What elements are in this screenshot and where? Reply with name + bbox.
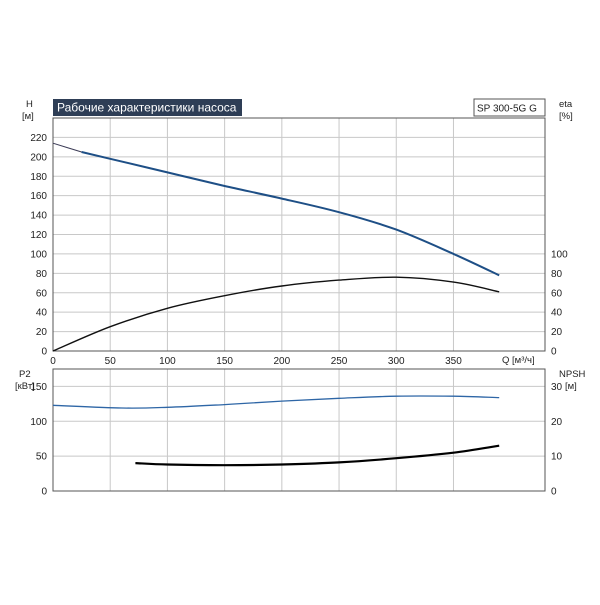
y-right-tick-label: 60 xyxy=(551,288,563,299)
y-left-tick-label: 20 xyxy=(36,327,48,338)
y-left-tick-label: 80 xyxy=(36,269,48,280)
x-tick-label: 250 xyxy=(331,356,348,367)
bottom-curves xyxy=(52,395,500,467)
y-left-tick-label: 100 xyxy=(30,249,47,260)
x-tick-label: 0 xyxy=(50,356,56,367)
y-left-tick-label: 160 xyxy=(30,191,47,202)
npsh-label-line1: NPSH xyxy=(559,369,586,380)
npsh-tick-label: 20 xyxy=(551,417,563,428)
head-curve xyxy=(81,151,500,277)
head-curve-extension xyxy=(52,142,82,153)
x-axis-label: Q [м³/ч] xyxy=(502,355,535,366)
y-right-label-line2: [%] xyxy=(559,111,573,122)
y-right-tick-label: 0 xyxy=(551,347,557,358)
top-curves xyxy=(52,142,500,352)
p2-tick-label: 0 xyxy=(41,487,47,498)
y-right-tick-label: 100 xyxy=(551,249,568,260)
chart-title: Рабочие характеристики насоса xyxy=(57,101,237,115)
x-tick-label: 350 xyxy=(445,356,462,367)
y-left-tick-label: 220 xyxy=(30,133,47,144)
x-tick-label: 100 xyxy=(159,356,176,367)
y-left-tick-label: 60 xyxy=(36,288,48,299)
bottom-plot-frame xyxy=(52,368,546,492)
title-background xyxy=(53,99,242,116)
npsh-tick-label: 30 xyxy=(551,382,563,393)
x-tick-label: 300 xyxy=(388,356,405,367)
x-tick-label: 50 xyxy=(105,356,117,367)
y-right-label-line1: eta xyxy=(559,99,573,110)
power-curve xyxy=(52,395,500,409)
y-right-tick-label: 80 xyxy=(551,269,563,280)
y-left-tick-label: 140 xyxy=(30,211,47,222)
y-left-label-line2: [м] xyxy=(22,111,34,122)
p2-label-line1: P2 xyxy=(19,369,31,380)
npsh-curve xyxy=(135,444,500,467)
y-left-label-line1: H xyxy=(26,99,33,110)
y-right-tick-label: 40 xyxy=(551,308,563,319)
npsh-label-line2: [м] xyxy=(565,381,577,392)
bottom-panel: 0 50 100 150 0 10 20 30 P2 [кВт] NPSH [м] xyxy=(15,368,586,498)
bottom-grid xyxy=(53,369,545,491)
npsh-tick-label: 10 xyxy=(551,452,563,463)
p2-tick-label: 100 xyxy=(30,417,47,428)
y-left-tick-label: 200 xyxy=(30,152,47,163)
y-left-tick-label: 120 xyxy=(30,230,47,241)
y-right-tick-label: 20 xyxy=(551,327,563,338)
y-left-tick-label: 0 xyxy=(41,347,47,358)
p2-tick-label: 50 xyxy=(36,452,48,463)
y-left-tick-label: 40 xyxy=(36,308,48,319)
y-left-tick-label: 180 xyxy=(30,172,47,183)
p2-tick-label: 150 xyxy=(30,382,47,393)
npsh-tick-label: 0 xyxy=(551,487,557,498)
x-tick-label: 150 xyxy=(216,356,233,367)
bottom-tick-labels: 0 50 100 150 0 10 20 30 xyxy=(30,382,562,498)
model-box xyxy=(473,98,546,117)
top-grid xyxy=(53,118,545,351)
p2-label-line2: [кВт] xyxy=(15,381,35,392)
x-tick-label: 200 xyxy=(273,356,290,367)
model-label: SP 300-5G G xyxy=(477,104,537,115)
top-plot-frame xyxy=(52,117,546,352)
efficiency-curve xyxy=(52,276,500,352)
